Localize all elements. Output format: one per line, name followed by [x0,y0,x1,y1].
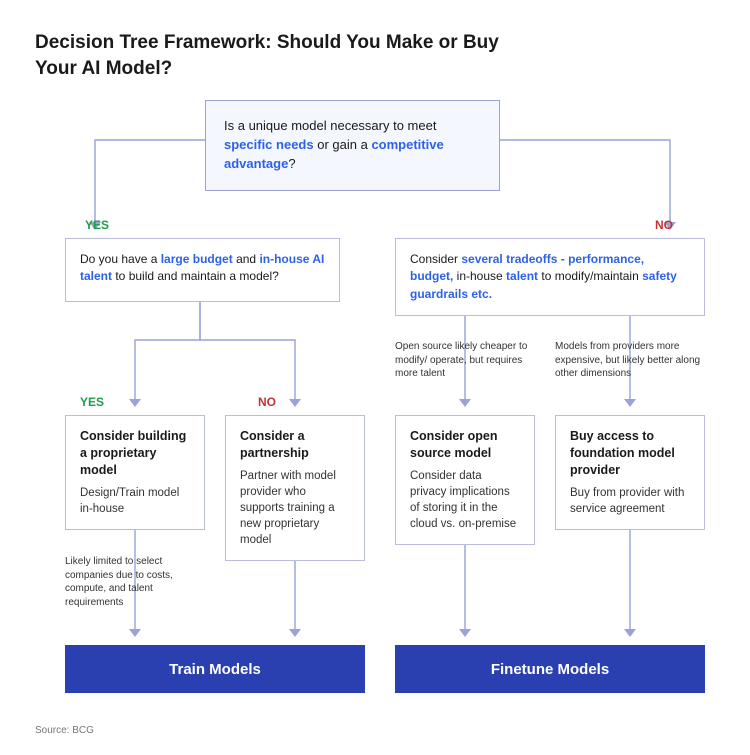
edge-label-yes: YES [80,395,104,409]
edge-label-no: NO [655,218,673,232]
leaf-body: Design/Train model in-house [80,485,190,517]
node-leaf-partnership: Consider a partnership Partner with mode… [225,415,365,561]
leaf-heading: Consider building a proprietary model [80,428,190,479]
leaf-body: Consider data privacy implications of st… [410,468,520,532]
leaf-body: Partner with model provider who supports… [240,468,350,548]
node-leaf-proprietary: Consider building a proprietary model De… [65,415,205,530]
text: Do you have a [80,252,161,266]
annotation-open-source: Open source likely cheaper to modify/ op… [395,340,535,381]
leaf-heading: Consider a partnership [240,428,350,462]
text: to build and maintain a model? [112,269,279,283]
highlight: talent [506,269,538,283]
node-question-tradeoffs: Consider several tradeoffs - performance… [395,238,705,316]
text: in-house [453,269,506,283]
leaf-heading: Buy access to foundation model provider [570,428,690,479]
node-question-budget-talent: Do you have a large budget and in-house … [65,238,340,302]
outcome-finetune-models: Finetune Models [395,645,705,693]
highlight: specific needs [224,137,314,152]
node-root-question: Is a unique model necessary to meet spec… [205,100,500,191]
source-attribution: Source: BCG [35,725,94,736]
highlight: large budget [161,252,233,266]
text: Is a unique model necessary to meet [224,118,436,133]
annotation-limited-companies: Likely limited to select companies due t… [65,555,205,609]
text: to modify/maintain [538,269,642,283]
text: ? [288,156,295,171]
diagram-canvas: Decision Tree Framework: Should You Make… [0,0,750,755]
annotation-provider: Models from providers more expensive, bu… [555,340,705,381]
edge-label-yes: YES [85,218,109,232]
text: or gain a [314,137,372,152]
text: Consider [410,252,461,266]
text: and [233,252,260,266]
leaf-body: Buy from provider with service agreement [570,485,690,517]
outcome-train-models: Train Models [65,645,365,693]
edge-label-no: NO [258,395,276,409]
node-leaf-open-source: Consider open source model Consider data… [395,415,535,545]
page-title: Decision Tree Framework: Should You Make… [35,30,535,81]
leaf-heading: Consider open source model [410,428,520,462]
node-leaf-buy-provider: Buy access to foundation model provider … [555,415,705,530]
